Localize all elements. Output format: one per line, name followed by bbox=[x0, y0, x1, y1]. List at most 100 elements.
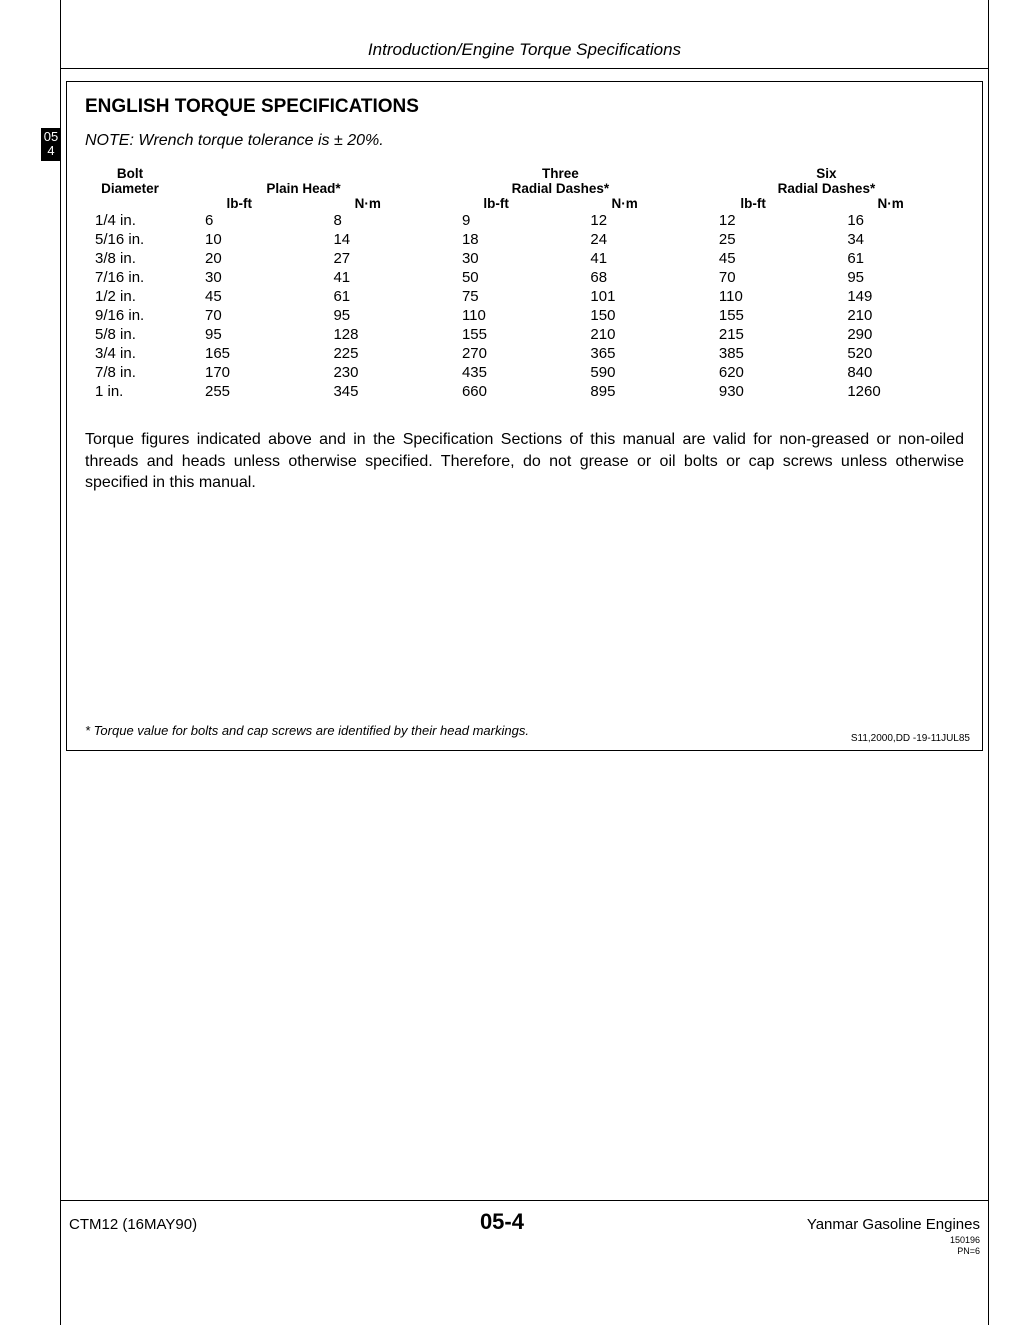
unit-p-nm: N·m bbox=[303, 196, 431, 211]
table-cell: 10 bbox=[175, 230, 303, 249]
table-cell: 6 bbox=[175, 211, 303, 230]
table-cell: 155 bbox=[689, 306, 817, 325]
col-three-l2: Radial Dashes* bbox=[432, 181, 689, 196]
table-cell: 70 bbox=[175, 306, 303, 325]
table-cell: 210 bbox=[817, 306, 964, 325]
col-plain-empty bbox=[175, 166, 432, 181]
page-header-title: Introduction/Engine Torque Specification… bbox=[61, 40, 988, 69]
body-paragraph: Torque figures indicated above and in th… bbox=[85, 429, 964, 494]
col-six-l2: Radial Dashes* bbox=[689, 181, 964, 196]
table-cell: 930 bbox=[689, 382, 817, 401]
page-frame: Introduction/Engine Torque Specification… bbox=[60, 0, 989, 1325]
footer-sub1: 150196 bbox=[61, 1235, 988, 1246]
table-cell: 16 bbox=[817, 211, 964, 230]
table-cell: 18 bbox=[432, 230, 560, 249]
table-cell: 165 bbox=[175, 344, 303, 363]
table-cell: 895 bbox=[560, 382, 688, 401]
table-cell: 128 bbox=[303, 325, 431, 344]
torque-table: Bolt Three Six Diameter Plain Head* Radi… bbox=[85, 166, 964, 401]
table-cell: 1 in. bbox=[85, 382, 175, 401]
page-footer: CTM12 (16MAY90) 05-4 Yanmar Gasoline Eng… bbox=[61, 1200, 988, 1257]
col-plain: Plain Head* bbox=[175, 181, 432, 196]
table-cell: 3/8 in. bbox=[85, 249, 175, 268]
table-cell: 50 bbox=[432, 268, 560, 287]
table-row: 5/16 in.101418242534 bbox=[85, 230, 964, 249]
table-cell: 68 bbox=[560, 268, 688, 287]
table-cell: 150 bbox=[560, 306, 688, 325]
unit-p-lbft: lb-ft bbox=[175, 196, 303, 211]
table-row: 7/8 in.170230435590620840 bbox=[85, 363, 964, 382]
table-row: 5/8 in.95128155210215290 bbox=[85, 325, 964, 344]
table-cell: 101 bbox=[560, 287, 688, 306]
table-cell: 435 bbox=[432, 363, 560, 382]
table-row: 3/4 in.165225270365385520 bbox=[85, 344, 964, 363]
table-row: 1/4 in.689121216 bbox=[85, 211, 964, 230]
side-tab: 05 4 bbox=[41, 128, 61, 161]
col-bolt-l2: Diameter bbox=[85, 181, 175, 196]
section-title: ENGLISH TORQUE SPECIFICATIONS bbox=[85, 96, 964, 118]
table-cell: 365 bbox=[560, 344, 688, 363]
footer-right: Yanmar Gasoline Engines bbox=[807, 1216, 980, 1233]
table-cell: 170 bbox=[175, 363, 303, 382]
table-cell: 61 bbox=[817, 249, 964, 268]
table-cell: 149 bbox=[817, 287, 964, 306]
table-cell: 520 bbox=[817, 344, 964, 363]
footnote: * Torque value for bolts and cap screws … bbox=[85, 723, 529, 740]
table-cell: 290 bbox=[817, 325, 964, 344]
table-row: 9/16 in.7095110150155210 bbox=[85, 306, 964, 325]
table-row: 1/2 in.456175101110149 bbox=[85, 287, 964, 306]
table-cell: 840 bbox=[817, 363, 964, 382]
table-cell: 41 bbox=[560, 249, 688, 268]
table-cell: 225 bbox=[303, 344, 431, 363]
table-cell: 5/8 in. bbox=[85, 325, 175, 344]
table-cell: 25 bbox=[689, 230, 817, 249]
unit-t-lbft: lb-ft bbox=[432, 196, 560, 211]
col-three-l1: Three bbox=[432, 166, 689, 181]
unit-blank bbox=[85, 196, 175, 211]
col-six-l1: Six bbox=[689, 166, 964, 181]
table-cell: 110 bbox=[432, 306, 560, 325]
table-cell: 230 bbox=[303, 363, 431, 382]
table-cell: 61 bbox=[303, 287, 431, 306]
table-cell: 14 bbox=[303, 230, 431, 249]
table-cell: 95 bbox=[303, 306, 431, 325]
footer-sub2: PN=6 bbox=[61, 1246, 988, 1257]
table-cell: 345 bbox=[303, 382, 431, 401]
content-box: ENGLISH TORQUE SPECIFICATIONS NOTE: Wren… bbox=[66, 81, 983, 751]
table-cell: 34 bbox=[817, 230, 964, 249]
footer-left: CTM12 (16MAY90) bbox=[69, 1216, 197, 1233]
table-cell: 1/2 in. bbox=[85, 287, 175, 306]
table-cell: 1/4 in. bbox=[85, 211, 175, 230]
table-cell: 12 bbox=[560, 211, 688, 230]
table-row: 1 in.2553456608959301260 bbox=[85, 382, 964, 401]
table-cell: 30 bbox=[432, 249, 560, 268]
table-cell: 95 bbox=[817, 268, 964, 287]
table-cell: 12 bbox=[689, 211, 817, 230]
col-bolt-l1: Bolt bbox=[85, 166, 175, 181]
table-cell: 30 bbox=[175, 268, 303, 287]
table-cell: 155 bbox=[432, 325, 560, 344]
table-cell: 7/16 in. bbox=[85, 268, 175, 287]
table-cell: 9/16 in. bbox=[85, 306, 175, 325]
unit-s-nm: N·m bbox=[817, 196, 964, 211]
unit-t-nm: N·m bbox=[560, 196, 688, 211]
table-cell: 24 bbox=[560, 230, 688, 249]
section-note: NOTE: Wrench torque tolerance is ± 20%. bbox=[85, 132, 964, 150]
table-cell: 255 bbox=[175, 382, 303, 401]
unit-s-lbft: lb-ft bbox=[689, 196, 817, 211]
table-cell: 3/4 in. bbox=[85, 344, 175, 363]
table-cell: 70 bbox=[689, 268, 817, 287]
footer-center: 05-4 bbox=[480, 1209, 524, 1235]
table-cell: 20 bbox=[175, 249, 303, 268]
table-cell: 41 bbox=[303, 268, 431, 287]
table-cell: 95 bbox=[175, 325, 303, 344]
table-cell: 215 bbox=[689, 325, 817, 344]
table-cell: 75 bbox=[432, 287, 560, 306]
table-cell: 45 bbox=[175, 287, 303, 306]
table-row: 7/16 in.304150687095 bbox=[85, 268, 964, 287]
table-cell: 27 bbox=[303, 249, 431, 268]
table-cell: 110 bbox=[689, 287, 817, 306]
table-cell: 590 bbox=[560, 363, 688, 382]
table-cell: 1260 bbox=[817, 382, 964, 401]
table-cell: 9 bbox=[432, 211, 560, 230]
